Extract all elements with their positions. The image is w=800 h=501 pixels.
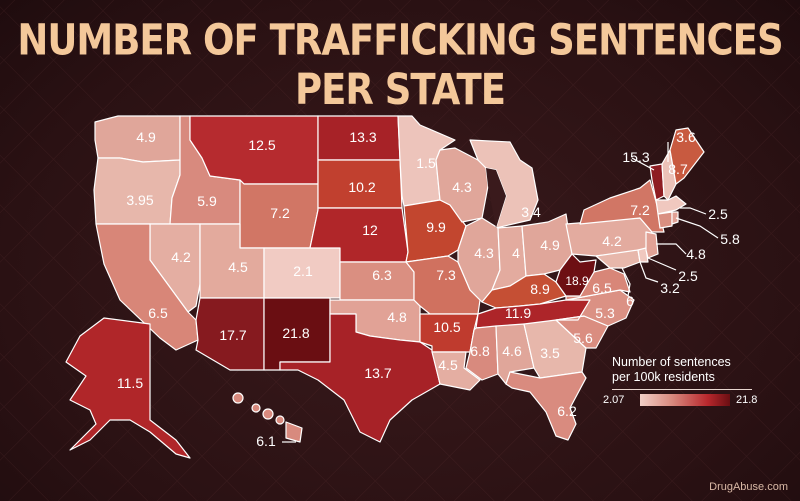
page-title: NUMBER OF TRAFFICKING SENTENCES PER STAT… bbox=[17, 15, 783, 115]
legend-gradient bbox=[640, 394, 730, 406]
label-VA: 6.5 bbox=[592, 280, 612, 296]
label-IL: 4.3 bbox=[474, 245, 494, 261]
label-WV: 18.9 bbox=[565, 274, 589, 288]
label-LA: 4.5 bbox=[438, 357, 458, 373]
label-MD: 3.2 bbox=[660, 280, 680, 296]
label-SC: 5.6 bbox=[573, 330, 593, 346]
state-labels: 4.9 3.95 5.9 12.5 13.3 1.5 7.2 10.2 12 9… bbox=[117, 129, 740, 449]
label-IA: 9.9 bbox=[426, 219, 446, 235]
state-FL[interactable] bbox=[505, 371, 587, 441]
label-MN: 1.5 bbox=[416, 155, 436, 171]
label-CO: 2.1 bbox=[293, 263, 313, 279]
legend-title: Number of sentences per 100k residents bbox=[612, 355, 762, 385]
label-NJ: 4.8 bbox=[686, 246, 706, 262]
leader-lines bbox=[282, 142, 719, 443]
label-PA: 4.2 bbox=[602, 233, 622, 249]
state-HI[interactable] bbox=[232, 392, 303, 443]
label-CT: 5.8 bbox=[720, 231, 740, 247]
label-DE: 2.5 bbox=[678, 268, 698, 284]
state-TX[interactable] bbox=[279, 313, 441, 443]
label-MT: 12.5 bbox=[248, 137, 275, 153]
label-AL: 4.6 bbox=[502, 343, 522, 359]
label-SD: 10.2 bbox=[348, 179, 375, 195]
source-credit[interactable]: DrugAbuse.com bbox=[709, 481, 788, 493]
label-MA: 2.5 bbox=[708, 206, 728, 222]
state-AK[interactable] bbox=[65, 317, 191, 459]
label-ND: 13.3 bbox=[349, 129, 376, 145]
label-WI: 4.3 bbox=[452, 179, 472, 195]
state-LA[interactable] bbox=[431, 351, 481, 391]
label-ME: 8.7 bbox=[668, 161, 688, 177]
label-TX: 13.7 bbox=[364, 365, 391, 381]
state-ME[interactable] bbox=[669, 127, 705, 185]
label-CA: 6.5 bbox=[148, 305, 168, 321]
state-MA[interactable] bbox=[655, 195, 687, 215]
great-lakes bbox=[486, 168, 506, 228]
label-OK: 4.8 bbox=[387, 309, 407, 325]
legend-title-line1: Number of sentences bbox=[612, 355, 731, 369]
state-OR[interactable] bbox=[93, 157, 181, 225]
label-MS: 6.8 bbox=[470, 343, 490, 359]
label-DC: 6 bbox=[626, 293, 634, 309]
label-OH: 4.9 bbox=[540, 237, 560, 253]
label-HI: 6.1 bbox=[256, 433, 276, 449]
state-NC[interactable] bbox=[555, 289, 635, 327]
label-FL: 6.2 bbox=[557, 403, 577, 419]
label-OR: 3.95 bbox=[126, 192, 153, 208]
state-MI[interactable] bbox=[469, 139, 539, 229]
label-NH: 3.6 bbox=[676, 129, 696, 145]
label-WY: 7.2 bbox=[270, 205, 290, 221]
label-MI: 3.4 bbox=[521, 204, 541, 220]
label-ID: 5.9 bbox=[197, 193, 217, 209]
label-NC: 5.3 bbox=[595, 305, 615, 321]
label-IN: 4 bbox=[512, 245, 520, 261]
label-NE: 12 bbox=[362, 222, 378, 238]
legend-max: 21.8 bbox=[736, 394, 758, 406]
label-AK: 11.5 bbox=[117, 375, 143, 391]
label-TN: 11.9 bbox=[505, 305, 531, 321]
label-WA: 4.9 bbox=[136, 129, 156, 145]
state-MD[interactable] bbox=[595, 249, 641, 269]
label-AR: 10.5 bbox=[433, 319, 460, 335]
label-KS: 6.3 bbox=[372, 267, 392, 283]
legend-divider bbox=[612, 389, 752, 390]
label-MO: 7.3 bbox=[436, 267, 456, 283]
label-KY: 8.9 bbox=[530, 281, 550, 297]
label-AZ: 17.7 bbox=[219, 327, 246, 343]
state-NJ[interactable] bbox=[645, 231, 659, 259]
label-NM: 21.8 bbox=[282, 325, 309, 341]
state-WV[interactable] bbox=[555, 253, 597, 297]
label-NY: 7.2 bbox=[630, 202, 650, 218]
state-RI[interactable] bbox=[671, 211, 679, 225]
state-DE[interactable] bbox=[637, 247, 649, 263]
state-NH[interactable] bbox=[661, 149, 677, 201]
label-NV: 4.2 bbox=[171, 249, 191, 265]
legend-title-line2: per 100k residents bbox=[612, 370, 715, 384]
label-UT: 4.5 bbox=[228, 259, 248, 275]
legend-min: 2.07 bbox=[603, 394, 625, 406]
state-VT[interactable] bbox=[649, 163, 665, 201]
label-GA: 3.5 bbox=[540, 345, 560, 361]
state-CT[interactable] bbox=[657, 211, 673, 229]
label-VT: 15.3 bbox=[622, 149, 649, 165]
